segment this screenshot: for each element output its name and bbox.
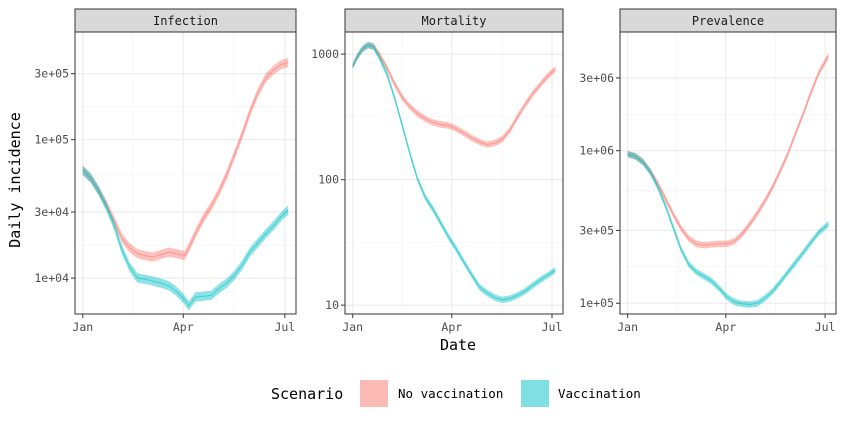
y-tick-label: 1e+06	[579, 144, 614, 158]
legend-key-vaccination	[521, 380, 549, 407]
legend-key-no-vaccination	[360, 380, 388, 407]
legend: Scenario No vaccination Vaccination	[271, 380, 641, 407]
y-axis-title: Daily incidence	[6, 112, 24, 247]
x-tick-label: Apr	[715, 320, 736, 334]
x-tick-label: Apr	[441, 320, 462, 334]
y-tick-label: 1e+05	[579, 296, 614, 310]
y-tick-label: 1e+05	[34, 133, 69, 147]
x-tick-label: Jan	[342, 320, 363, 334]
panel-prevalence: Prevalence 1e+05 3e+05 1e+06 3e+06 Jan Apr Jul	[579, 9, 836, 334]
y-tick-label: 10	[325, 298, 339, 312]
x-tick-label: Apr	[173, 320, 194, 334]
legend-label-vaccination: Vaccination	[558, 386, 641, 401]
x-tick-label: Jul	[815, 320, 836, 334]
y-tick-label: 3e+05	[34, 67, 69, 81]
y-tick-label: 100	[318, 173, 339, 187]
strip-title-prevalence: Prevalence	[692, 14, 764, 28]
strip-title-infection: Infection	[153, 14, 218, 28]
y-tick-label: 3e+05	[579, 223, 614, 237]
y-tick-label: 3e+06	[579, 71, 614, 85]
panel-mortality: Mortality 10 100 1000 Jan Apr Jul	[311, 9, 563, 334]
panel-background	[345, 32, 563, 314]
legend-title: Scenario	[271, 385, 343, 403]
y-tick-label: 1000	[311, 47, 339, 61]
strip-title-mortality: Mortality	[421, 14, 486, 28]
x-tick-label: Jul	[542, 320, 563, 334]
x-tick-label: Jan	[72, 320, 93, 334]
x-tick-label: Jul	[274, 320, 295, 334]
x-axis-title: Date	[440, 336, 476, 354]
panel-infection: Infection 1e+04 3e+04 1e+05 3e+05 Jan Apr Jul	[34, 9, 296, 334]
y-tick-label: 3e+04	[34, 205, 69, 219]
legend-label-no-vaccination: No vaccination	[398, 386, 503, 401]
y-tick-label: 1e+04	[34, 271, 69, 285]
panel-background	[75, 32, 296, 314]
x-tick-label: Jan	[617, 320, 638, 334]
